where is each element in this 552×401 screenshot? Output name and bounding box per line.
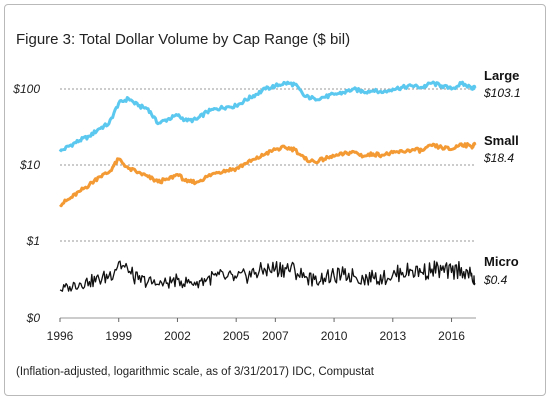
x-tick-label: 2013 — [379, 329, 406, 343]
series-name-small: Small — [484, 133, 519, 148]
x-tick-label: 2016 — [438, 329, 465, 343]
series-line-small — [59, 141, 477, 208]
x-tick-label: 1999 — [105, 329, 132, 343]
chart-frame — [4, 4, 546, 396]
y-tick-label: $100 — [12, 82, 40, 96]
chart-title: Figure 3: Total Dollar Volume by Cap Ran… — [16, 31, 351, 48]
series-line-large — [58, 80, 477, 153]
series-end-value-micro: $0.4 — [483, 273, 508, 287]
x-tick-label: 2007 — [262, 329, 289, 343]
chart-note: (Inflation-adjusted, logarithmic scale, … — [16, 366, 374, 378]
y-tick-label: $0 — [26, 311, 41, 325]
series-name-micro: Micro — [484, 254, 519, 269]
series-end-value-large: $103.1 — [483, 86, 521, 100]
x-tick-label: 2010 — [321, 329, 348, 343]
y-tick-label: $10 — [19, 158, 40, 172]
x-tick-label: 2005 — [223, 329, 250, 343]
series-line-micro — [59, 260, 476, 292]
series-name-large: Large — [484, 68, 519, 83]
y-tick-label: $1 — [26, 234, 40, 248]
series-end-value-small: $18.4 — [483, 151, 514, 165]
x-tick-label: 1996 — [47, 329, 74, 343]
x-tick-label: 2002 — [164, 329, 191, 343]
